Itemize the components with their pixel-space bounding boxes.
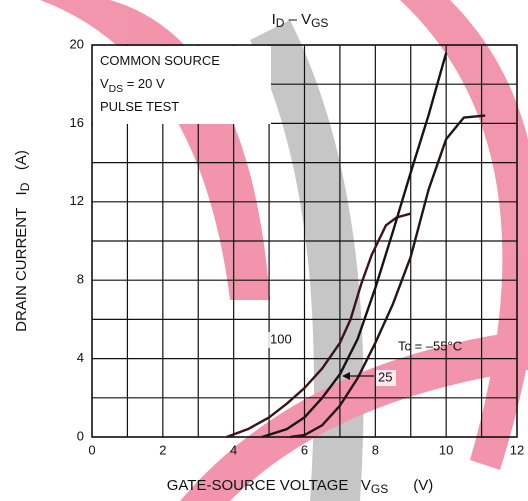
plot-frame bbox=[91, 44, 518, 438]
label-arrowhead bbox=[342, 372, 350, 380]
x-tick-label: 6 bbox=[301, 442, 308, 457]
condition-text: PULSE TEST bbox=[100, 99, 179, 114]
y-tick-label: 20 bbox=[70, 36, 84, 51]
x-tick-label: 0 bbox=[88, 442, 95, 457]
y-tick-label: 12 bbox=[70, 193, 84, 208]
curve-label-bg bbox=[376, 370, 396, 386]
curve-label: 100 bbox=[270, 331, 292, 346]
x-tick-label: 12 bbox=[510, 442, 524, 457]
x-tick-label: 10 bbox=[439, 442, 453, 457]
x-tick-label: 2 bbox=[159, 442, 166, 457]
y-tick-label: 4 bbox=[77, 350, 84, 365]
text-part: GS bbox=[371, 482, 388, 496]
text-part: GS bbox=[311, 16, 328, 30]
curve bbox=[261, 52, 448, 439]
text-part: PULSE TEST bbox=[100, 99, 179, 114]
chart-title: ID – VGS bbox=[272, 11, 329, 30]
text-part: COMMON SOURCE bbox=[100, 53, 220, 68]
curve-label: Tc = –55°C bbox=[398, 338, 462, 353]
text-part: V bbox=[100, 76, 109, 91]
conditions-box bbox=[93, 46, 271, 124]
curve-label-bg bbox=[268, 332, 296, 348]
curve bbox=[290, 114, 486, 439]
watermark-shape bbox=[400, 0, 528, 470]
text-part: D bbox=[276, 16, 285, 30]
watermark-shape bbox=[180, 330, 528, 501]
y-tick-label: 8 bbox=[77, 272, 84, 287]
condition-text: VDS = 20 V bbox=[100, 76, 165, 94]
y-axis-label: DRAIN CURRENT ID (A) bbox=[13, 150, 32, 332]
text-part: = 20 V bbox=[123, 76, 165, 91]
y-tick-label: 0 bbox=[77, 428, 84, 443]
y-tick-label: 16 bbox=[70, 115, 84, 130]
text-part: (V) bbox=[388, 477, 433, 494]
condition-text: COMMON SOURCE bbox=[100, 53, 220, 68]
x-axis-label: GATE-SOURCE VOLTAGE VGS (V) bbox=[167, 477, 434, 496]
text-part: D bbox=[18, 182, 32, 191]
text-part: DS bbox=[109, 84, 124, 95]
text-part: GATE-SOURCE VOLTAGE V bbox=[167, 477, 371, 494]
curve-label: 25 bbox=[378, 369, 392, 384]
x-tick-label: 4 bbox=[230, 442, 237, 457]
text-part: DRAIN CURRENT I bbox=[13, 191, 30, 332]
text-part: I bbox=[272, 11, 276, 28]
curve bbox=[226, 212, 412, 439]
text-part: – V bbox=[284, 11, 311, 28]
text-part: (A) bbox=[13, 150, 30, 183]
x-tick-label: 8 bbox=[372, 442, 379, 457]
